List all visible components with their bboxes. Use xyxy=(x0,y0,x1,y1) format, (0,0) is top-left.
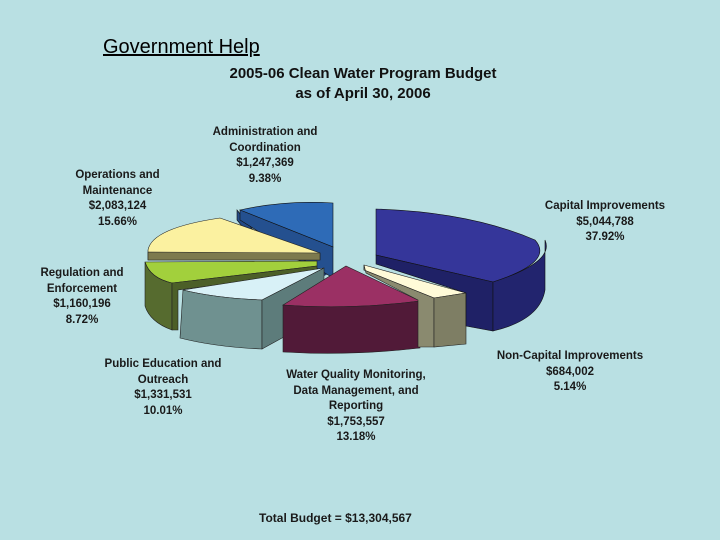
label-percent: 5.14% xyxy=(553,381,587,393)
label-name: Reporting xyxy=(328,400,384,412)
label-capital: Capital Improvements $5,044,788 37.92% xyxy=(525,199,685,246)
label-administration: Administration and Coordination $1,247,3… xyxy=(190,125,340,187)
label-public-education: Public Education and Outreach $1,331,531… xyxy=(88,357,238,419)
label-operations: Operations and Maintenance $2,083,124 15… xyxy=(55,168,180,230)
label-water-quality: Water Quality Monitoring, Data Managemen… xyxy=(262,368,450,446)
label-percent: 9.38% xyxy=(248,172,282,185)
label-name: Water Quality Monitoring, xyxy=(286,369,426,381)
label-amount: $1,753,557 xyxy=(327,415,385,428)
label-name: Regulation and xyxy=(40,267,124,279)
label-name: Outreach xyxy=(137,373,189,386)
label-amount: $1,160,196 xyxy=(53,298,111,310)
label-percent: 10.01% xyxy=(143,404,183,417)
label-name: Operations and xyxy=(75,169,160,181)
label-name: Administration and xyxy=(212,126,318,138)
chart-title: 2005-06 Clean Water Program Budget as of… xyxy=(0,64,720,104)
label-name: Enforcement xyxy=(46,282,118,295)
label-percent: 13.18% xyxy=(336,431,376,443)
label-percent: 8.72% xyxy=(65,313,99,326)
label-name: Public Education and xyxy=(104,358,222,370)
chart-title-line2: as of April 30, 2006 xyxy=(295,85,431,102)
label-amount: $2,083,124 xyxy=(88,200,147,212)
label-amount: $1,331,531 xyxy=(134,389,192,401)
label-percent: 15.66% xyxy=(97,215,137,228)
label-amount: $1,247,369 xyxy=(236,157,294,169)
label-percent: 37.92% xyxy=(585,231,625,243)
slice-regulation xyxy=(144,260,318,331)
slice-capital xyxy=(375,208,547,332)
label-amount: $684,002 xyxy=(546,365,594,378)
label-name: Coordination xyxy=(229,141,301,154)
label-name: Maintenance xyxy=(82,184,153,197)
slice-non-capital xyxy=(363,264,467,348)
label-name: Data Management, and xyxy=(293,384,419,397)
label-name: Non-Capital Improvements xyxy=(496,350,644,362)
label-non-capital: Non-Capital Improvements $684,002 5.14% xyxy=(475,349,665,396)
label-amount: $5,044,788 xyxy=(576,215,634,228)
total-budget: Total Budget = $13,304,567 xyxy=(259,511,412,525)
label-name: Capital Improvements xyxy=(544,200,666,212)
label-regulation: Regulation and Enforcement $1,160,196 8.… xyxy=(22,266,142,328)
slice-operations xyxy=(147,217,321,261)
chart-title-line1: 2005-06 Clean Water Program Budget xyxy=(229,65,497,82)
slide-title: Government Help xyxy=(103,36,260,58)
